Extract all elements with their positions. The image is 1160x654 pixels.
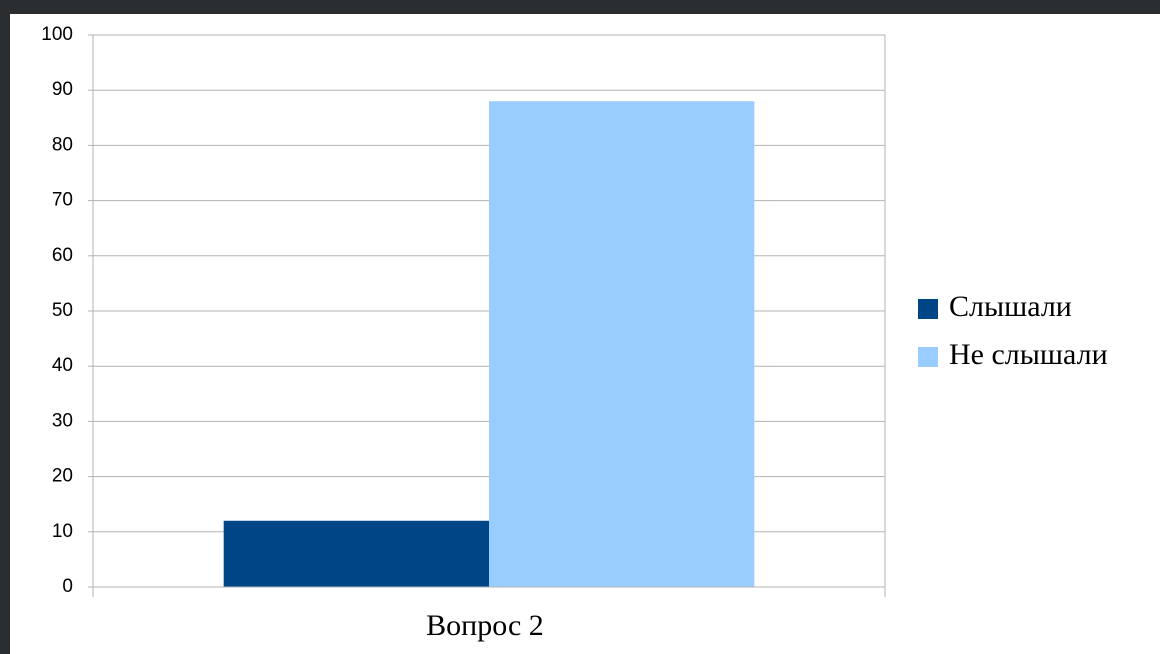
legend-label: Слышали	[949, 290, 1072, 323]
x-tick-label: Вопрос 2	[426, 609, 544, 642]
y-tick-label: 80	[52, 134, 73, 155]
legend-label: Не слышали	[949, 338, 1108, 371]
y-tick-label: 60	[52, 245, 73, 266]
legend-swatch	[918, 299, 938, 319]
legend-swatch	[918, 347, 938, 367]
y-tick-label: 10	[52, 521, 73, 542]
y-tick-label: 100	[41, 24, 73, 45]
y-tick-label: 0	[62, 576, 73, 597]
y-tick-label: 40	[52, 355, 73, 376]
y-tick-label: 90	[52, 79, 73, 100]
y-tick-label: 70	[52, 190, 73, 211]
y-tick-label: 20	[52, 466, 73, 487]
y-tick-label: 30	[52, 410, 73, 431]
y-tick-label: 50	[52, 300, 73, 321]
bar	[489, 101, 755, 588]
bar	[223, 520, 489, 587]
